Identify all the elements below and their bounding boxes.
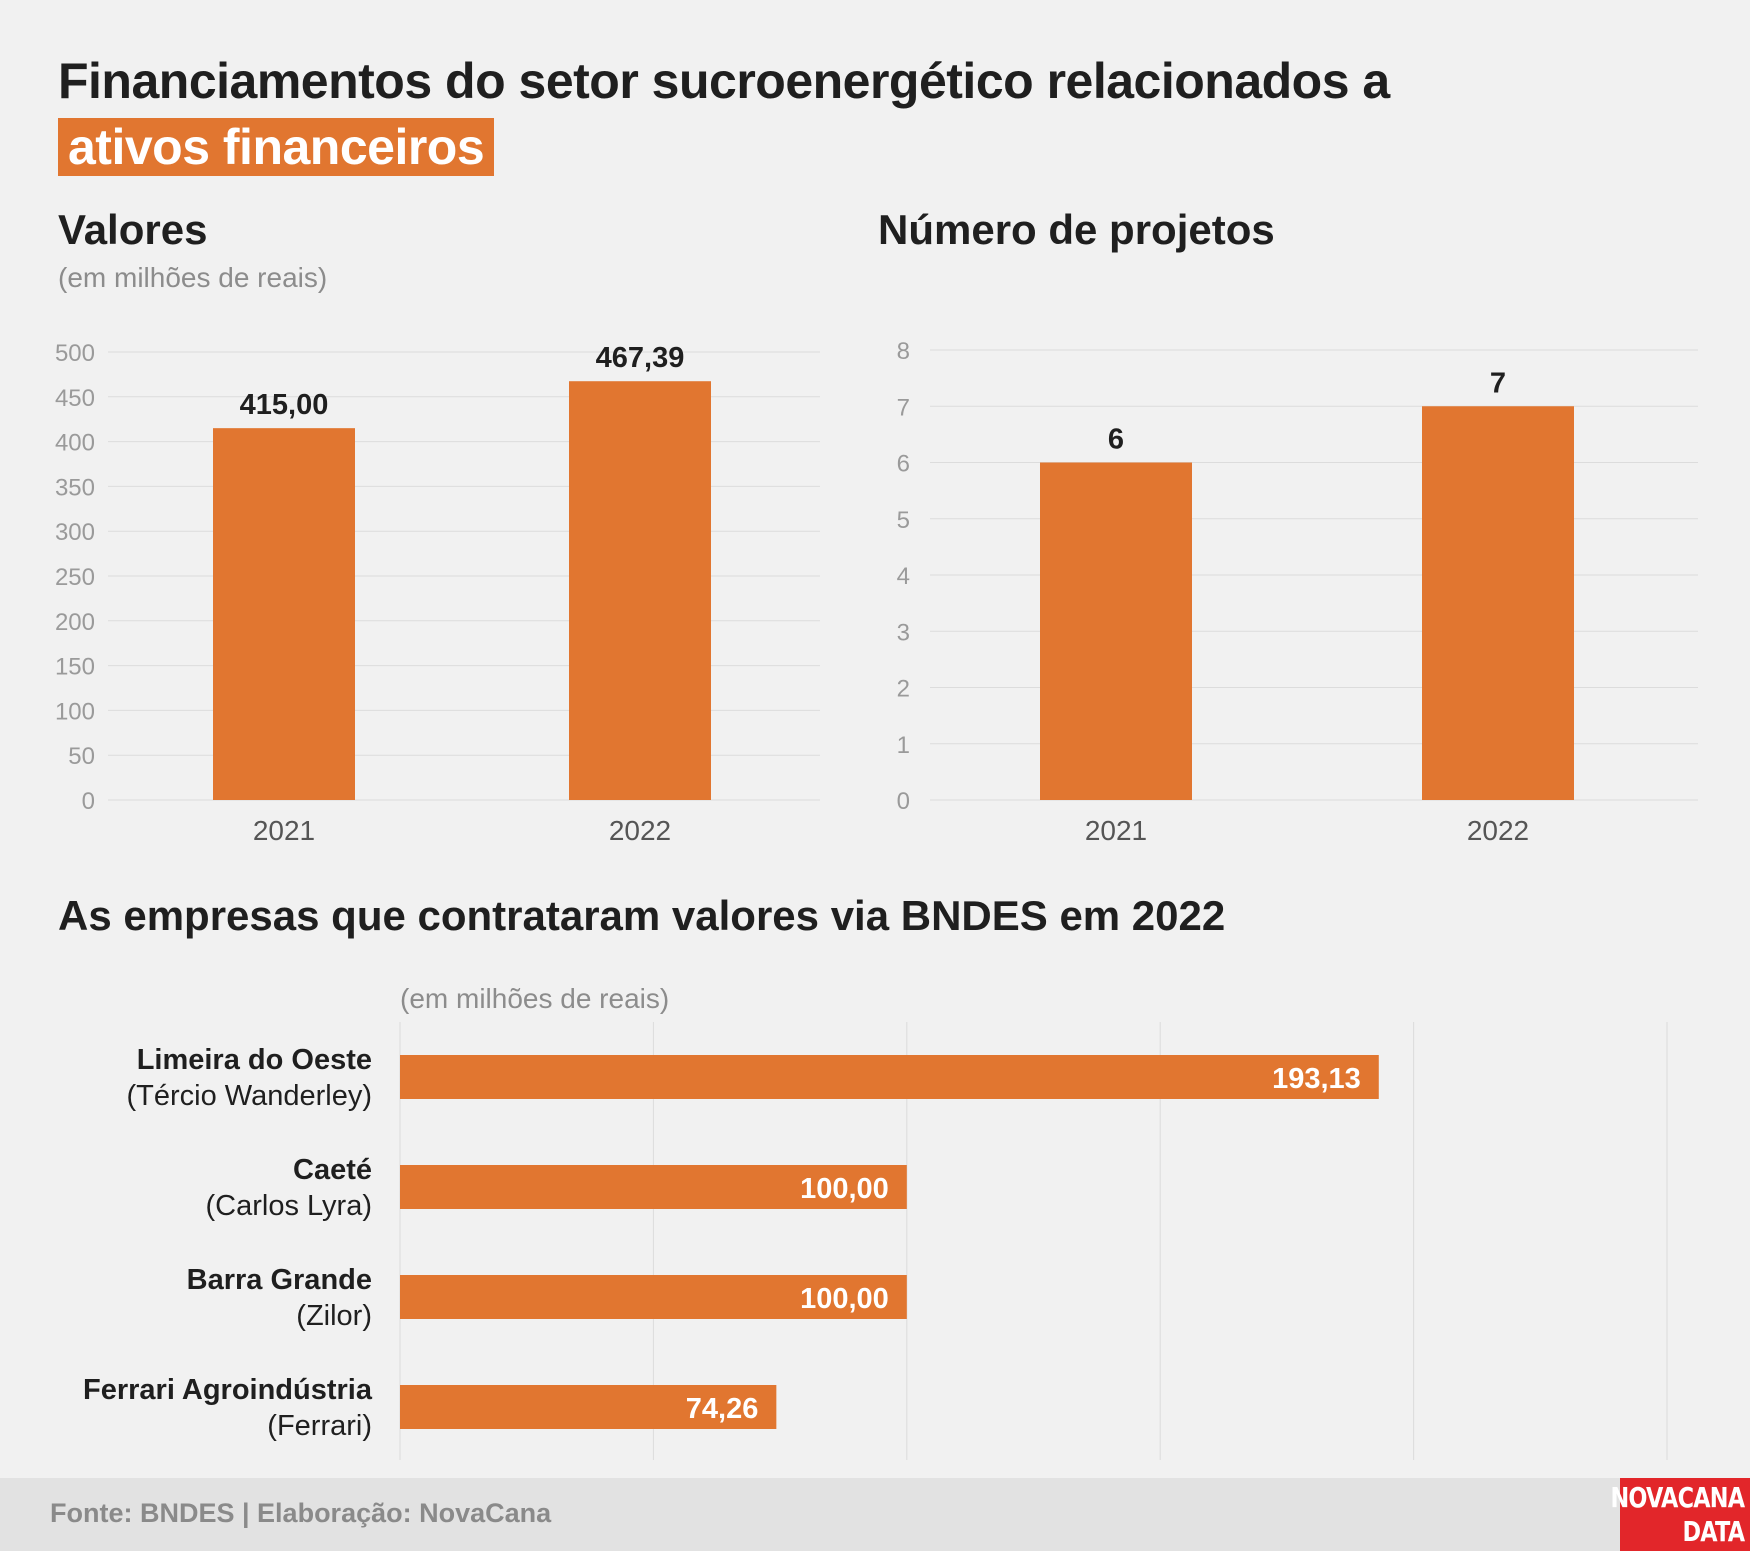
source-text: Fonte: BNDES | Elaboração: NovaCana	[50, 1498, 552, 1528]
y-tick-label: 5	[897, 507, 910, 534]
y-tick-label: 250	[55, 564, 95, 591]
x-tick-label: 2021	[1085, 815, 1147, 846]
y-tick-label: 6	[897, 451, 910, 478]
data-label: 467,39	[596, 342, 685, 374]
y-tick-label: 400	[55, 430, 95, 457]
y-tick-label: 0	[82, 788, 95, 815]
companies-units: (em milhões de reais)	[400, 983, 670, 1014]
data-label: 100,00	[800, 1283, 889, 1315]
bar	[569, 381, 711, 800]
bar	[400, 1385, 777, 1429]
bar	[400, 1165, 907, 1209]
y-tick-label: 350	[55, 474, 95, 501]
novacana-data-logo: NOVACANA DATA	[1610, 1478, 1750, 1551]
values-bar-chart: 0 50 100 150 200 250 300 350 400 450 500 415,00 2021…	[55, 340, 820, 846]
bar	[400, 1055, 1379, 1099]
company-name: Ferrari Agroindústria	[83, 1374, 373, 1406]
bar	[400, 1275, 907, 1319]
company-group: (Tércio Wanderley)	[127, 1080, 372, 1112]
data-label: 415,00	[240, 389, 329, 421]
values-units: (em milhões de reais)	[58, 262, 328, 293]
title-highlight: ativos financeiros	[58, 118, 495, 176]
x-tick-label: 2021	[253, 815, 315, 846]
y-tick-label: 50	[68, 743, 95, 770]
company-name: Barra Grande	[187, 1264, 372, 1296]
data-label: 7	[1490, 367, 1506, 399]
company-name: Caeté	[293, 1154, 372, 1186]
footer: Fonte: BNDES | Elaboração: NovaCana	[0, 1478, 1750, 1551]
x-tick-label: 2022	[1467, 815, 1529, 846]
x-tick-label: 2022	[609, 815, 671, 846]
projects-bar-chart: 0 1 2 3 4 5 6 7 8 6 2021 7 2022	[897, 338, 1698, 846]
chart-title: Financiamentos do setor sucroenergético …	[58, 50, 1390, 178]
logo-line-1: NOVACANA	[1610, 1480, 1745, 1514]
y-tick-label: 1	[897, 732, 910, 759]
bar	[1040, 462, 1192, 800]
company-group: (Zilor)	[296, 1300, 372, 1332]
bar	[1422, 406, 1574, 800]
data-label: 100,00	[800, 1173, 889, 1205]
y-tick-label: 450	[55, 385, 95, 412]
y-tick-label: 200	[55, 609, 95, 636]
company-group: (Ferrari)	[267, 1410, 372, 1442]
y-tick-label: 300	[55, 519, 95, 546]
company-group: (Carlos Lyra)	[205, 1190, 372, 1222]
title-line: Financiamentos do setor sucroenergético …	[58, 53, 1390, 109]
y-tick-label: 2	[897, 676, 910, 703]
company-name: Limeira do Oeste	[137, 1044, 372, 1076]
y-tick-label: 7	[897, 394, 910, 421]
projects-title: Número de projetos	[878, 206, 1275, 253]
y-tick-label: 500	[55, 340, 95, 367]
data-label: 74,26	[686, 1393, 759, 1425]
y-tick-label: 8	[897, 338, 910, 365]
y-tick-label: 3	[897, 619, 910, 646]
y-tick-label: 100	[55, 698, 95, 725]
values-title: Valores	[58, 206, 208, 253]
bar	[213, 428, 355, 800]
companies-bar-chart: 193,13 Limeira do Oeste (Tércio Wanderley)…	[83, 1022, 1668, 1460]
data-label: 6	[1108, 424, 1124, 456]
data-label: 193,13	[1272, 1063, 1361, 1095]
y-tick-label: 4	[897, 563, 910, 590]
y-tick-label: 0	[897, 788, 910, 815]
logo-line-2: DATA	[1682, 1514, 1745, 1548]
companies-title: As empresas que contrataram valores via …	[58, 892, 1226, 939]
y-tick-label: 150	[55, 654, 95, 681]
